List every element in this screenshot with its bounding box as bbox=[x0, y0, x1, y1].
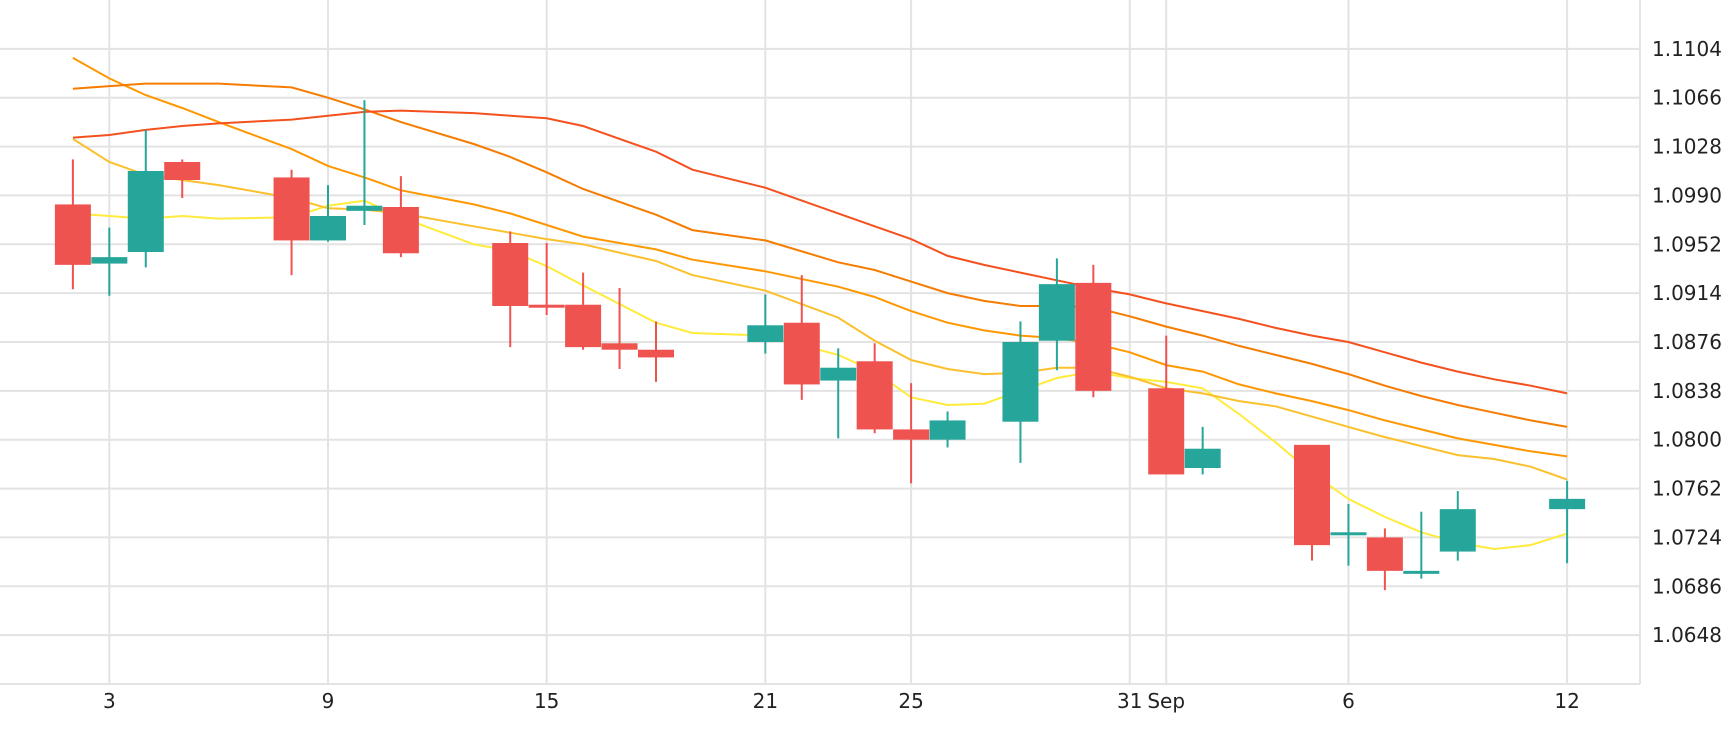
candle bbox=[273, 169, 310, 276]
x-tick-label: Sep bbox=[1147, 689, 1185, 713]
candle-body bbox=[638, 349, 674, 358]
y-tick-label: 1.0724 bbox=[1652, 525, 1722, 549]
candle bbox=[127, 129, 164, 268]
candle bbox=[1366, 528, 1403, 591]
candle bbox=[91, 227, 128, 296]
candle-body bbox=[1330, 532, 1367, 536]
candle-body bbox=[783, 322, 820, 385]
y-tick-label: 1.0876 bbox=[1652, 330, 1722, 354]
candle bbox=[893, 383, 930, 484]
candle bbox=[1439, 491, 1476, 561]
candle bbox=[856, 343, 893, 434]
candle bbox=[346, 100, 383, 225]
y-tick-label: 1.1028 bbox=[1652, 135, 1722, 159]
candle-body bbox=[164, 162, 201, 180]
axes: 1.1104 1.1066 1.1028 1.0990 1.0952 1.0914 1.08… bbox=[103, 37, 1722, 713]
candle-body bbox=[893, 429, 930, 440]
x-tick-label: 25 bbox=[898, 689, 923, 713]
x-tick-label: 15 bbox=[534, 689, 559, 713]
candle-body bbox=[528, 304, 565, 308]
moving-average-line-5 bbox=[72, 109, 1568, 395]
candle-body bbox=[820, 367, 857, 381]
candle bbox=[820, 348, 857, 439]
candle bbox=[54, 159, 91, 290]
candle-body bbox=[1294, 444, 1330, 546]
moving-average-line-3 bbox=[72, 57, 1568, 458]
x-tick-label: 31 bbox=[1117, 689, 1142, 713]
y-tick-label: 1.0648 bbox=[1652, 623, 1722, 647]
candle bbox=[528, 243, 565, 315]
candle bbox=[1294, 444, 1330, 561]
candle-body bbox=[1439, 509, 1476, 552]
candle-body bbox=[1075, 282, 1112, 391]
candle bbox=[1403, 511, 1440, 579]
y-tick-label: 1.0838 bbox=[1652, 379, 1722, 403]
candle-body bbox=[1148, 388, 1185, 475]
candle bbox=[1075, 264, 1112, 398]
candle-body bbox=[346, 205, 383, 211]
x-tick-label: 21 bbox=[753, 689, 778, 713]
candle-body bbox=[492, 243, 529, 306]
y-tick-label: 1.0800 bbox=[1652, 428, 1722, 452]
candle-body bbox=[1549, 498, 1586, 510]
candle-body bbox=[1038, 284, 1075, 341]
candle bbox=[492, 231, 529, 348]
candle bbox=[1148, 335, 1185, 475]
candle-body bbox=[127, 171, 164, 252]
candle bbox=[1549, 480, 1586, 564]
y-tick-label: 1.1104 bbox=[1652, 37, 1722, 61]
y-tick-label: 1.0990 bbox=[1652, 183, 1722, 207]
candle-body bbox=[1184, 448, 1221, 468]
y-tick-label: 1.0762 bbox=[1652, 477, 1722, 501]
candle bbox=[1184, 426, 1221, 475]
y-tick-label: 1.0952 bbox=[1652, 232, 1722, 256]
moving-average-lines bbox=[72, 57, 1568, 551]
candle-body bbox=[310, 216, 346, 241]
candle-body bbox=[565, 304, 602, 348]
candle bbox=[164, 159, 201, 198]
candle-body bbox=[747, 325, 784, 342]
candle bbox=[783, 275, 820, 400]
candle bbox=[1002, 321, 1039, 463]
candle bbox=[1330, 504, 1367, 566]
candle bbox=[382, 176, 419, 258]
x-tick-label: 3 bbox=[103, 689, 116, 713]
y-tick-label: 1.1066 bbox=[1652, 86, 1722, 110]
candle bbox=[310, 185, 346, 242]
candle bbox=[747, 294, 784, 354]
candle-body bbox=[91, 257, 128, 264]
candle bbox=[638, 321, 674, 382]
candle-body bbox=[856, 361, 893, 430]
candle-body bbox=[54, 204, 91, 265]
candle-body bbox=[929, 420, 966, 440]
candle-body bbox=[1366, 537, 1403, 571]
candle bbox=[565, 272, 602, 350]
candle-body bbox=[273, 177, 310, 241]
candle bbox=[1038, 258, 1075, 371]
candle-body bbox=[1002, 342, 1039, 422]
x-tick-label: 9 bbox=[322, 689, 335, 713]
y-tick-label: 1.0686 bbox=[1652, 574, 1722, 598]
moving-average-line-1 bbox=[72, 199, 1568, 551]
x-tick-label: 12 bbox=[1554, 689, 1579, 713]
gridlines bbox=[0, 0, 1641, 685]
candle bbox=[601, 288, 638, 369]
candle bbox=[929, 411, 966, 448]
moving-average-line-4 bbox=[72, 82, 1568, 428]
y-tick-label: 1.0914 bbox=[1652, 281, 1722, 305]
candle-body bbox=[1403, 570, 1440, 574]
candles bbox=[54, 100, 1586, 591]
candle-body bbox=[382, 207, 419, 254]
candle-body bbox=[601, 343, 638, 350]
x-tick-label: 6 bbox=[1342, 689, 1355, 713]
